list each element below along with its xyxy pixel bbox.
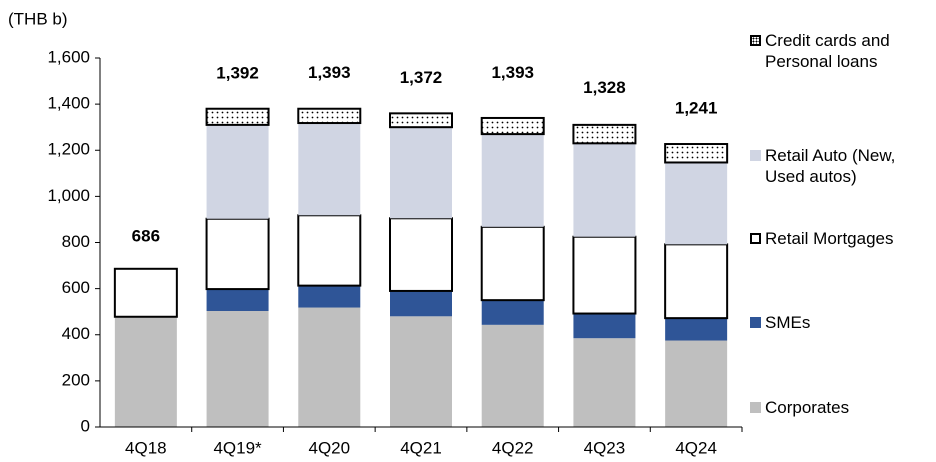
bar-segment <box>390 290 452 317</box>
bar-segment <box>113 267 178 318</box>
bar-segment <box>298 307 361 427</box>
legend-swatch <box>750 35 761 46</box>
bar-segment <box>480 116 545 136</box>
bar-segment <box>572 123 637 145</box>
legend-item: Retail Mortgages <box>750 228 935 249</box>
x-tick-label: 4Q18 <box>125 438 167 457</box>
bar-segment <box>390 127 452 219</box>
bar-segment <box>297 107 362 125</box>
bar-segment <box>573 313 636 339</box>
y-tick-label: 1,000 <box>47 186 90 205</box>
y-tick-label: 800 <box>62 232 90 251</box>
legend-swatch <box>750 150 761 161</box>
bar-segment <box>206 289 269 311</box>
bar-segment <box>572 235 637 315</box>
bar-segment <box>665 162 728 245</box>
bar-segment <box>297 214 362 287</box>
bar-segment <box>390 316 452 427</box>
x-tick-label: 4Q24 <box>675 438 717 457</box>
bar-segment <box>480 225 545 302</box>
y-tick-label: 1,400 <box>47 94 90 113</box>
y-tick-label: 1,200 <box>47 140 90 159</box>
legend-label: Retail Auto (New, Used autos) <box>765 146 896 186</box>
legend-label: SMEs <box>765 313 811 332</box>
total-label: 1,393 <box>308 63 351 82</box>
bar-segment <box>665 318 728 341</box>
x-tick-label: 4Q19* <box>213 438 262 457</box>
y-tick-label: 200 <box>62 370 90 389</box>
total-label: 686 <box>132 226 160 245</box>
bar-segment <box>389 217 453 292</box>
x-tick-label: 4Q21 <box>400 438 442 457</box>
y-axis-label: (THB b) <box>8 9 68 28</box>
bar-segment <box>481 300 544 325</box>
y-tick-label: 600 <box>62 278 90 297</box>
y-tick-label: 1,600 <box>47 47 90 66</box>
legend-label: Retail Mortgages <box>765 229 894 248</box>
bar-segment <box>664 143 729 164</box>
x-tick-label: 4Q20 <box>308 438 350 457</box>
bar-segment <box>205 217 270 291</box>
bar-segment <box>206 310 269 427</box>
y-tick-label: 400 <box>62 324 90 343</box>
bar-segment <box>298 285 361 308</box>
bar-segment <box>206 124 269 219</box>
bar-segment <box>114 316 177 427</box>
bar-segment <box>298 123 361 216</box>
legend-item: Retail Auto (New, Used autos) <box>750 145 935 187</box>
legend-label: Credit cards and Personal loans <box>765 31 890 71</box>
legend-item: Credit cards and Personal loans <box>750 30 935 72</box>
bar-segment <box>481 134 544 227</box>
x-tick-label: 4Q22 <box>492 438 534 457</box>
bar-segment <box>665 340 728 427</box>
x-tick-label: 4Q23 <box>584 438 626 457</box>
bar-segment <box>573 338 636 427</box>
legend-swatch <box>750 233 761 244</box>
total-label: 1,393 <box>491 63 534 82</box>
bar-segment <box>664 243 729 320</box>
total-label: 1,241 <box>675 98 718 117</box>
legend-swatch <box>750 402 761 413</box>
legend-item: Corporates <box>750 397 935 418</box>
bar-segment <box>481 324 544 427</box>
legend-item: SMEs <box>750 312 935 333</box>
total-label: 1,372 <box>400 68 443 87</box>
y-tick-label: 0 <box>81 416 90 435</box>
bar-segment <box>389 112 453 129</box>
legend-swatch <box>750 317 761 328</box>
total-label: 1,392 <box>216 63 259 82</box>
total-label: 1,328 <box>583 78 626 97</box>
bar-segment <box>573 143 636 237</box>
legend-label: Corporates <box>765 398 850 417</box>
bar-segment <box>205 107 270 126</box>
